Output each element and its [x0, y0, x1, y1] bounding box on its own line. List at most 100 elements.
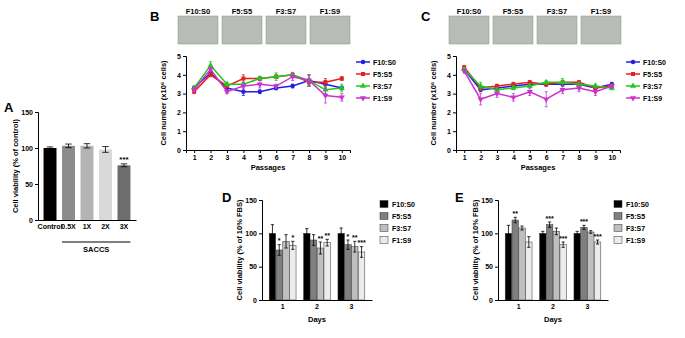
tick-mark: [227, 150, 228, 153]
tick: 4: [512, 150, 516, 161]
tick-label: 4: [512, 154, 516, 161]
micrograph: [266, 16, 306, 44]
tick-label: 2: [209, 154, 213, 161]
tick-mark: [183, 131, 186, 132]
error-bar: [582, 225, 585, 229]
y-axis-title: Cell viability (% of 10% FBS): [471, 199, 480, 300]
bar: [269, 233, 275, 300]
bar: [276, 250, 282, 300]
tick-mark: [495, 267, 498, 268]
axis-line: [35, 113, 39, 221]
tick-mark: [293, 150, 294, 153]
tick: 4: [447, 72, 456, 79]
tick: 100: [21, 145, 38, 152]
tick: 10: [608, 150, 616, 161]
tick-label: 5: [528, 154, 532, 161]
bar: [540, 233, 546, 300]
tick: 150: [21, 109, 38, 116]
tick: 1: [193, 150, 197, 161]
tick-label: 4: [447, 72, 451, 79]
legend-label: F1:S9: [373, 95, 392, 102]
tick-mark: [453, 112, 456, 113]
micrograph: [222, 16, 262, 44]
error-bar: [47, 147, 53, 149]
significance: ***: [119, 155, 129, 164]
marker: [494, 92, 500, 97]
group-label: SACCS: [83, 245, 109, 254]
marker: [543, 79, 549, 84]
micrograph: [449, 16, 489, 44]
axis-line: [259, 201, 263, 301]
legend-item: F3:S7: [356, 82, 392, 89]
marker: [208, 67, 214, 72]
legend-label: F1:S9: [626, 237, 645, 244]
figure: A050100150Cell viability (% of control)C…: [0, 0, 685, 338]
significance: ***: [559, 235, 567, 242]
bar: [317, 248, 323, 300]
tick: 100: [245, 230, 262, 237]
legend-label: F10:S0: [373, 59, 396, 66]
legend-item: F1:S9: [356, 95, 392, 102]
marker: [510, 96, 516, 101]
y-axis-title: Cell viability (% of control): [11, 118, 20, 213]
tick-label: 1: [177, 128, 181, 135]
tick-mark: [35, 184, 38, 185]
tick-label: Control: [38, 223, 63, 230]
error-bar: [319, 242, 322, 254]
marker: [241, 77, 245, 81]
y-axis-title: Cell viability (% of 10% FBS): [235, 199, 244, 300]
tick-mark: [563, 150, 564, 153]
significance: **: [324, 232, 330, 239]
tick-label: 3: [177, 90, 181, 97]
image-label: F1:S9: [320, 7, 340, 16]
tick: 2: [447, 109, 456, 116]
bar: [588, 232, 594, 300]
x-axis: 12345678910: [187, 150, 351, 161]
tick-label: 2: [551, 303, 555, 310]
legend-item: F1:S9: [626, 95, 662, 102]
error-bar: [576, 231, 579, 235]
micrograph: [581, 16, 621, 44]
error-bar: [305, 229, 308, 238]
significance: **: [513, 210, 519, 217]
legend-item: F3:S7: [614, 225, 645, 232]
tick-mark: [183, 112, 186, 113]
series-line: [194, 69, 342, 97]
marker: [224, 81, 230, 86]
x-axis: Control0.5X1X2X3X: [38, 220, 137, 230]
tick-mark: [497, 150, 498, 153]
tick-mark: [546, 150, 547, 153]
tick-mark: [35, 112, 38, 113]
marker: [560, 79, 566, 84]
bar: [358, 252, 364, 300]
y-axis: 012345: [447, 53, 456, 154]
axis-line: [495, 201, 499, 301]
marker: [461, 69, 467, 74]
marker: [323, 80, 327, 84]
tick: 100: [481, 230, 498, 237]
tick-label: 2: [479, 154, 483, 161]
panel-label: D: [222, 190, 231, 205]
bar: [574, 233, 580, 300]
tick-label: 8: [308, 154, 312, 161]
marker: [273, 84, 279, 89]
tick-label: 2: [315, 303, 319, 310]
error-bar: [596, 240, 599, 244]
axis-line: [499, 300, 609, 301]
tick-label: 0: [29, 217, 33, 224]
image-label: F3:S7: [276, 7, 296, 16]
bar: [324, 243, 330, 300]
marker: [191, 88, 197, 93]
tick-label: 150: [481, 197, 493, 204]
significance: *: [347, 233, 350, 240]
tick: 1: [177, 128, 186, 135]
legend-label: F5:S5: [626, 213, 645, 220]
tick: 1: [463, 150, 467, 161]
tick: 5: [528, 150, 532, 161]
tick: 3: [447, 90, 456, 97]
tick-mark: [183, 75, 186, 76]
bar: [519, 228, 525, 300]
tick: 10: [338, 150, 346, 161]
marker: [339, 96, 345, 101]
legend-label: F3:S7: [392, 225, 411, 232]
